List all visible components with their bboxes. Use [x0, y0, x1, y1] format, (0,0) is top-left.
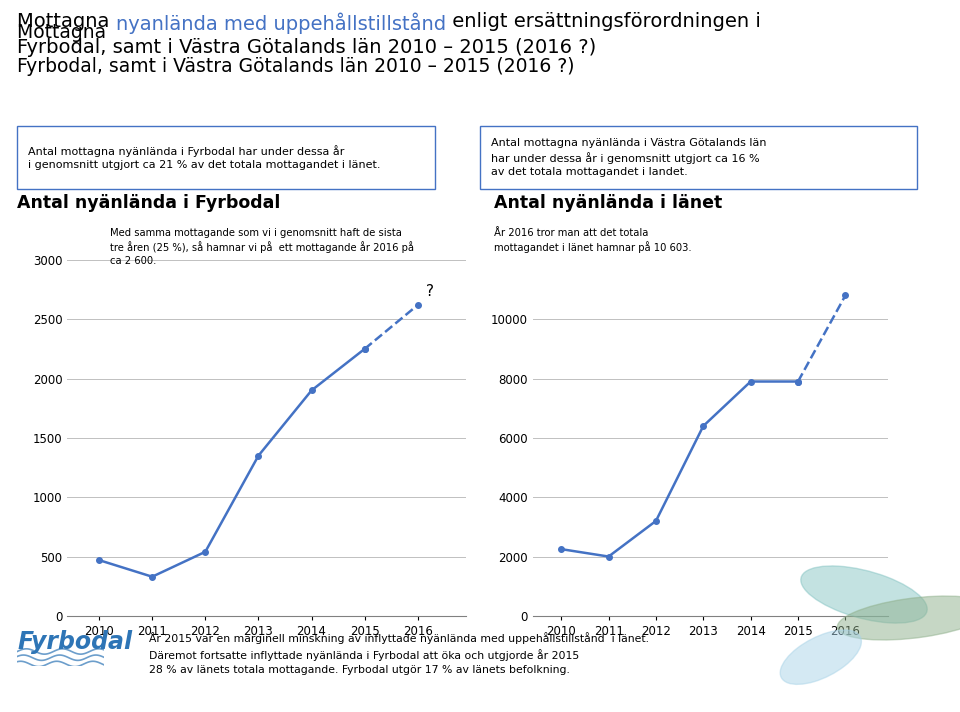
- Text: Antal nyänlända i länet: Antal nyänlända i länet: [494, 194, 723, 211]
- Text: enligt ersättningsförordningen i: enligt ersättningsförordningen i: [445, 12, 760, 31]
- Text: Antal nyänlända i Fyrbodal: Antal nyänlända i Fyrbodal: [17, 194, 280, 211]
- Ellipse shape: [780, 630, 861, 684]
- Text: Mottagna: Mottagna: [17, 23, 112, 42]
- Text: nyanlända med uppehållstillstånd: nyanlända med uppehållstillstånd: [115, 12, 445, 33]
- Ellipse shape: [801, 566, 927, 623]
- FancyBboxPatch shape: [17, 126, 435, 189]
- Text: ?: ?: [426, 284, 434, 299]
- Text: År 2015 var en marginell minskning av inflyttade nyänlända med uppehållstillstån: År 2015 var en marginell minskning av in…: [149, 632, 649, 675]
- FancyBboxPatch shape: [480, 126, 917, 189]
- Text: Fyrbodal, samt i Västra Götalands län 2010 – 2015 (2016 ?): Fyrbodal, samt i Västra Götalands län 20…: [17, 57, 575, 76]
- Text: Fyrbodal, samt i Västra Götalands län 2010 – 2015 (2016 ?): Fyrbodal, samt i Västra Götalands län 20…: [17, 38, 596, 57]
- Text: Mottagna: Mottagna: [17, 12, 115, 31]
- Text: Med samma mottagande som vi i genomsnitt haft de sista
tre åren (25 %), så hamna: Med samma mottagande som vi i genomsnitt…: [110, 228, 415, 266]
- Text: Antal mottagna nyänlända i Västra Götalands län
har under dessa år i genomsnitt : Antal mottagna nyänlända i Västra Götala…: [491, 138, 766, 177]
- Ellipse shape: [837, 596, 960, 640]
- Text: Antal mottagna nyänlända i Fyrbodal har under dessa år
i genomsnitt utgjort ca 2: Antal mottagna nyänlända i Fyrbodal har …: [28, 145, 380, 170]
- Text: Fyrbodal: Fyrbodal: [17, 630, 132, 654]
- Text: År 2016 tror man att det totala
mottagandet i länet hamnar på 10 603.: År 2016 tror man att det totala mottagan…: [494, 228, 692, 253]
